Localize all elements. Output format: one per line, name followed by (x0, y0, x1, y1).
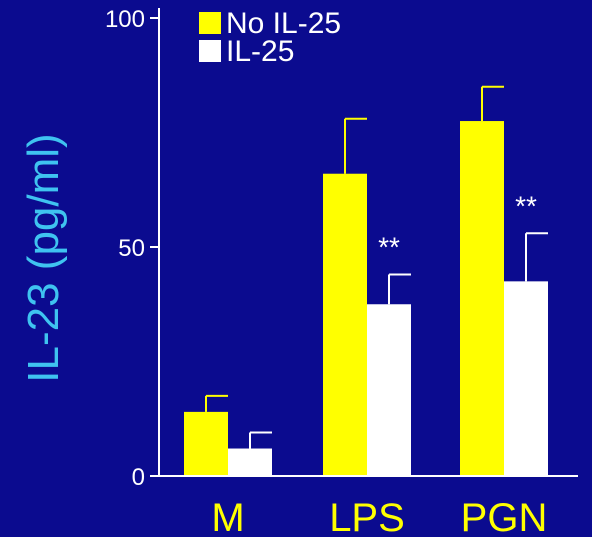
y-axis-label: IL-23 (pg/ml) (19, 133, 68, 382)
bar-pgn-s0 (460, 121, 504, 477)
legend-label-s0: No IL-25 (226, 7, 341, 40)
axes-layer (158, 8, 578, 477)
legend-swatch-s0 (199, 12, 221, 34)
bar-pgn-s1 (504, 281, 548, 476)
category-label-m: M (211, 496, 244, 537)
y-ticks-layer: 0 50 100 (105, 6, 159, 491)
category-label-pgn: PGN (461, 496, 548, 537)
category-labels-layer: M LPS PGN (211, 496, 547, 537)
bar-m-s0 (184, 411, 228, 476)
bar-lps-s1 (367, 304, 411, 476)
annotations-layer: ** ** (378, 190, 537, 262)
bar-m-s1 (228, 448, 272, 476)
bar-lps-s0 (323, 173, 367, 476)
y-tick-label: 50 (118, 235, 145, 262)
legend-label-s1: IL-25 (226, 35, 294, 68)
significance-annotation: ** (515, 190, 537, 221)
significance-annotation: ** (378, 231, 400, 262)
y-tick-label: 100 (105, 6, 145, 33)
bars-layer (184, 121, 548, 477)
category-label-lps: LPS (329, 496, 405, 537)
y-tick-label: 0 (132, 464, 145, 491)
error-bars-layer (205, 85, 548, 449)
legend-swatch-s1 (199, 40, 221, 62)
